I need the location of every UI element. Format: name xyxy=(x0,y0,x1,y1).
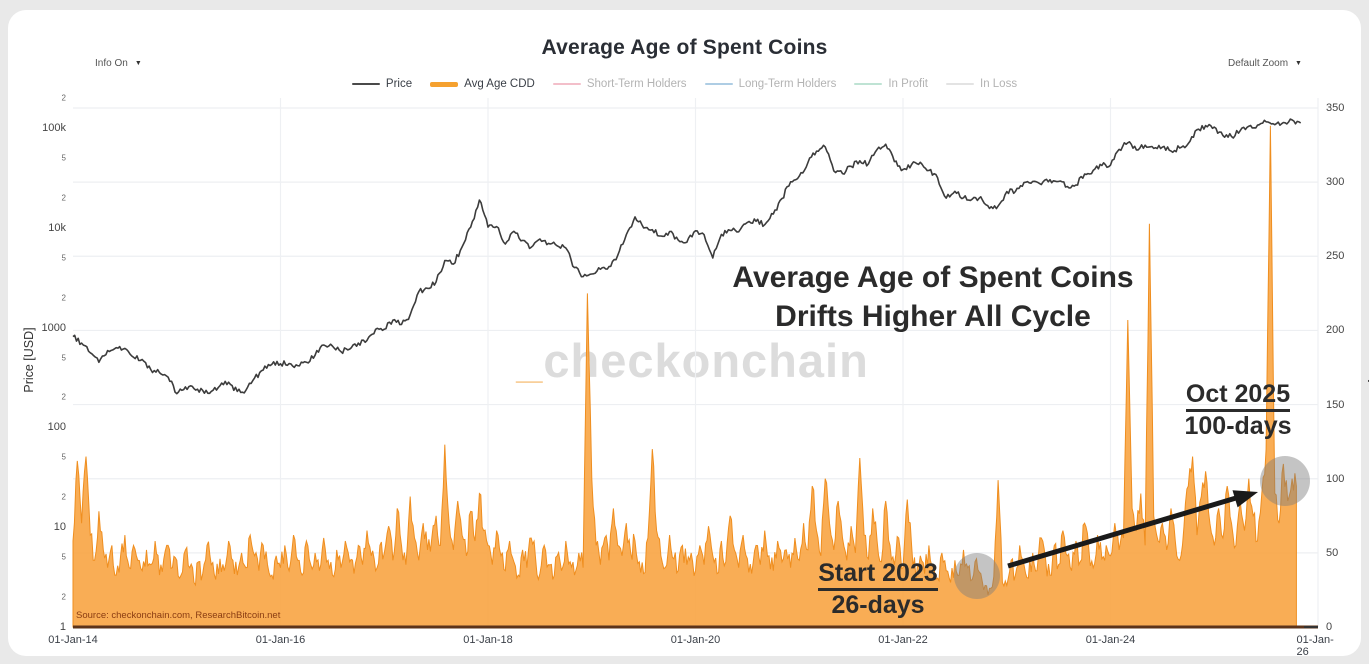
left-tick-label: 2 xyxy=(61,193,66,203)
chart-plot-area[interactable] xyxy=(8,10,1369,664)
legend-item-avg-age-cdd[interactable]: Avg Age CDD xyxy=(430,78,535,90)
right-tick-label: 150 xyxy=(1326,398,1345,411)
left-tick-label: 5 xyxy=(61,552,66,562)
left-tick-label: 2 xyxy=(61,392,66,402)
legend-label: Short-Term Holders xyxy=(586,78,687,90)
info-on-label: Info On xyxy=(95,58,128,69)
left-tick-label: 2 xyxy=(61,93,66,103)
legend-item-long-term-holders[interactable]: Long-Term Holders xyxy=(704,78,837,90)
x-tick-label: 01-Jan-24 xyxy=(1085,634,1136,646)
x-tick-label: 01-Jan-22 xyxy=(878,634,928,646)
left-tick-label: 10 xyxy=(53,521,66,534)
left-tick-label: 2 xyxy=(61,293,66,303)
x-tick-label: 01-Jan-14 xyxy=(48,634,98,646)
legend-item-price[interactable]: Price xyxy=(351,78,413,90)
left-tick-label: 1 xyxy=(59,621,66,633)
x-tick-label: 01-Jan-20 xyxy=(670,634,721,646)
legend-label: In Profit xyxy=(888,78,928,90)
legend-label: Price xyxy=(385,78,413,90)
default-zoom-dropdown[interactable]: Default Zoom ▼ xyxy=(1228,58,1302,69)
legend-label: Avg Age CDD xyxy=(464,78,535,90)
legend-swatch xyxy=(552,83,581,85)
left-tick-label: 5 xyxy=(61,452,66,462)
right-tick-label: 350 xyxy=(1326,102,1345,114)
info-on-dropdown[interactable]: Info On ▼ xyxy=(95,58,142,69)
left-tick-label: 10k xyxy=(48,221,66,234)
right-tick-label: 200 xyxy=(1326,324,1345,337)
x-tick-label: 01-Jan-18 xyxy=(463,634,513,646)
page-title: Average Age of Spent Coins xyxy=(541,36,828,59)
legend-swatch xyxy=(351,83,380,85)
x-tick-label: 01-Jan-26 xyxy=(1296,634,1334,658)
legend-item-short-term-holders[interactable]: Short-Term Holders xyxy=(552,78,687,90)
legend-label: In Loss xyxy=(980,78,1018,90)
left-tick-label: 5 xyxy=(61,353,66,363)
legend-item-in-profit[interactable]: In Profit xyxy=(854,78,928,90)
legend-swatch xyxy=(854,83,883,85)
legend: Price Avg Age CDD Short-Term Holders Long-T… xyxy=(8,78,1361,90)
left-tick-label: 5 xyxy=(61,153,66,163)
right-tick-label: 50 xyxy=(1326,546,1339,559)
left-tick-label: 2 xyxy=(61,492,66,502)
legend-swatch xyxy=(946,83,974,85)
legend-swatch xyxy=(704,83,733,85)
x-tick-label: 01-Jan-16 xyxy=(255,634,306,646)
legend-swatch xyxy=(430,81,459,87)
chart-card: Average Age of Spent Coins Info On ▼ Def… xyxy=(8,10,1369,658)
left-tick-label: 2 xyxy=(61,592,66,602)
right-tick-label: 0 xyxy=(1326,621,1333,633)
left-tick-label: 100k xyxy=(42,122,66,135)
default-zoom-label: Default Zoom xyxy=(1228,58,1289,69)
legend-item-in-loss[interactable]: In Loss xyxy=(946,78,1017,90)
right-tick-label: 300 xyxy=(1326,176,1345,189)
legend-label: Long-Term Holders xyxy=(738,78,837,90)
left-tick-label: 5 xyxy=(61,253,66,263)
right-tick-label: 100 xyxy=(1326,472,1345,485)
left-tick-label: 100 xyxy=(47,421,66,434)
right-tick-label: 250 xyxy=(1326,250,1345,263)
left-tick-label: 1000 xyxy=(41,321,66,334)
chevron-down-icon: ▼ xyxy=(1295,60,1302,67)
chevron-down-icon: ▼ xyxy=(134,60,142,67)
